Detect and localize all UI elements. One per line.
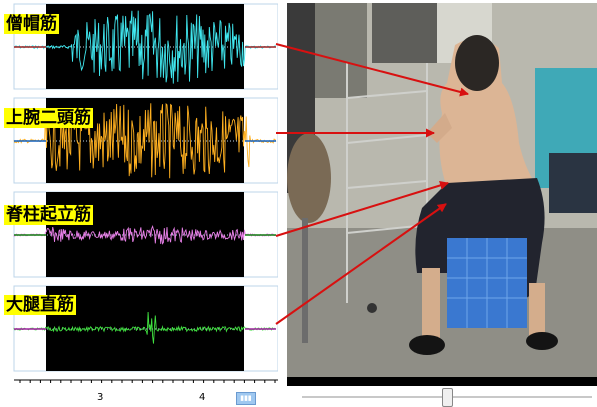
muscle-label-rectus-femoris: 大腿直筋 [4, 295, 76, 315]
emg-plot-trapezius [13, 3, 278, 90]
muscle-label-trapezius: 僧帽筋 [4, 14, 59, 34]
video-panel [287, 0, 597, 407]
time-tick-3: 3 [97, 392, 104, 403]
time-tick-4: 4 [199, 392, 206, 403]
seek-slider-thumb[interactable] [442, 388, 453, 407]
emg-strip-2: 上腕二頭筋 [0, 94, 278, 187]
emg-plot-rectus-femoris [13, 285, 278, 372]
muscle-label-erector-spinae: 脊柱起立筋 [4, 205, 93, 225]
emg-strip-1: 僧帽筋 [0, 0, 278, 93]
video-frame[interactable] [287, 3, 597, 377]
muscle-label-biceps: 上腕二頭筋 [4, 108, 93, 128]
emg-plot-erector-spinae [13, 191, 278, 278]
emg-strip-4: 大腿直筋 [0, 282, 278, 375]
emg-panel: 僧帽筋 上腕二頭筋 脊柱起立筋 大腿直筋 3 4 ▮▮▮ [0, 0, 287, 407]
emg-strip-3: 脊柱起立筋 [0, 188, 278, 281]
time-axis [14, 379, 278, 383]
playhead-marker[interactable]: ▮▮▮ [236, 392, 256, 405]
video-progress-bar [287, 377, 597, 386]
